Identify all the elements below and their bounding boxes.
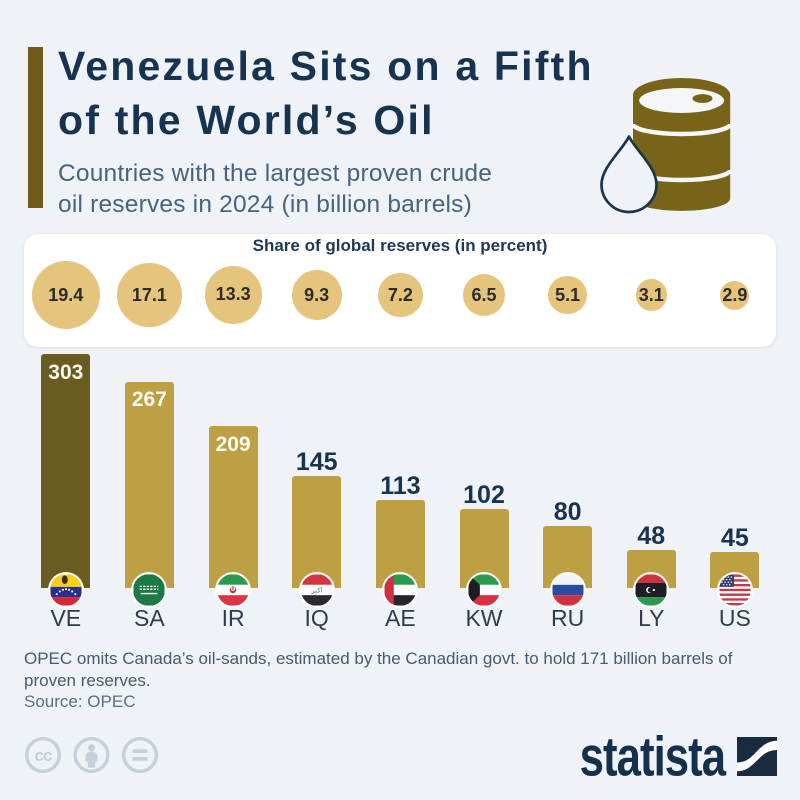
svg-text:cc: cc (35, 746, 52, 765)
svg-text:اكبر: اكبر (310, 585, 323, 594)
